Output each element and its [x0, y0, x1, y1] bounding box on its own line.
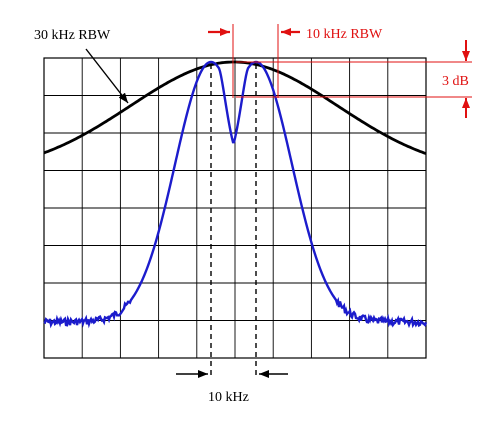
label-10khz: 10 kHz: [208, 390, 249, 405]
label-10khz-rbw: 10 kHz RBW: [306, 27, 383, 42]
label-30khz-rbw: 30 kHz RBW: [34, 28, 111, 43]
rbw-30khz-trace: [43, 60, 427, 155]
graticule-grid: [43, 57, 427, 359]
rbw-10khz-trace: [43, 60, 428, 329]
rbw-30-pointer-line: [85, 48, 129, 104]
label-3db: 3 dB: [442, 74, 469, 89]
